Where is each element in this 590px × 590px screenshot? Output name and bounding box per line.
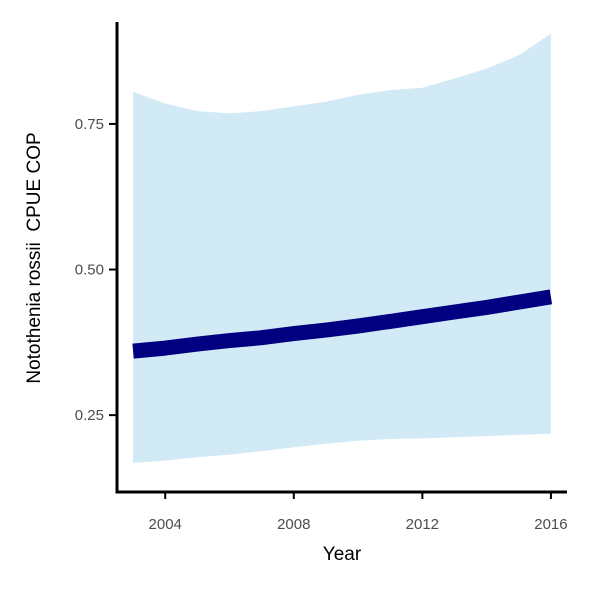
- y-tick-label: 0.75: [75, 116, 104, 133]
- axes: [115, 22, 567, 494]
- ticks: 2004 2008 2012 2016 0.25 0.50 0.75: [75, 116, 568, 533]
- y-tick-label: 0.25: [75, 407, 104, 424]
- trend-line-layer: [132, 289, 553, 359]
- x-tick-label: 2016: [534, 516, 567, 533]
- x-axis-title: Year: [323, 544, 362, 565]
- x-tick-label: 2004: [149, 516, 182, 533]
- confidence-band: [133, 33, 551, 463]
- trend-line: [132, 289, 553, 359]
- x-tick-label: 2008: [277, 516, 310, 533]
- y-axis-title: Notothenia rossii CPUE COP: [24, 132, 45, 383]
- y-tick-label: 0.50: [75, 262, 104, 279]
- x-tick-label: 2012: [406, 516, 439, 533]
- confidence-band-layer: [133, 33, 551, 463]
